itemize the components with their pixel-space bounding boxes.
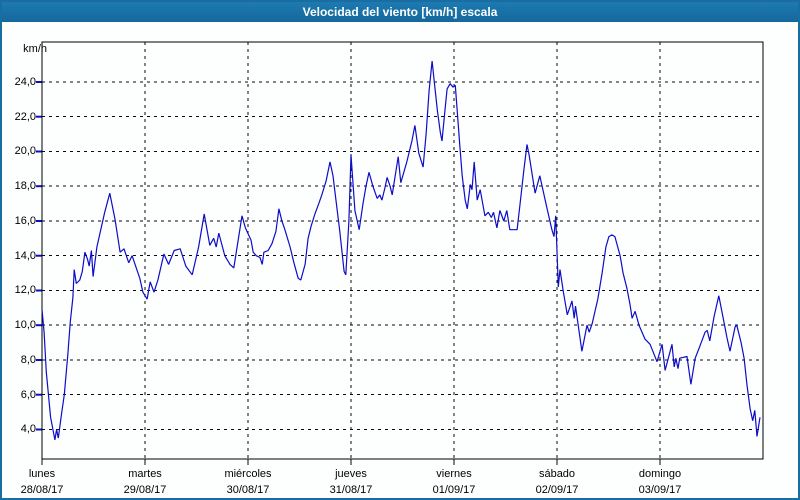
x-axis-date-label: 01/09/17 bbox=[432, 484, 476, 496]
y-axis-tick bbox=[36, 324, 42, 327]
y-axis-tick bbox=[36, 115, 42, 118]
plot-border bbox=[41, 41, 764, 460]
x-axis-day-label: sábado bbox=[538, 468, 576, 480]
x-axis-date-label: 02/09/17 bbox=[535, 484, 579, 496]
y-axis-unit-label: km/h bbox=[23, 43, 47, 55]
x-axis-day-label: viernes bbox=[436, 468, 472, 480]
y-axis-tick-label: 8,0 bbox=[20, 353, 36, 366]
y-axis-tick bbox=[36, 289, 42, 292]
y-axis-tick-label: 22,0 bbox=[14, 110, 36, 123]
y-axis-tick bbox=[36, 185, 42, 188]
y-axis-tick bbox=[36, 254, 42, 257]
x-axis-day-label: lunes bbox=[28, 468, 56, 480]
x-axis-day-label: martes bbox=[128, 468, 162, 480]
y-axis-tick-label: 18,0 bbox=[14, 180, 36, 193]
wind-speed-line bbox=[41, 61, 761, 441]
y-axis-tick-label: 24,0 bbox=[14, 75, 36, 88]
x-axis-day-label: domingo bbox=[638, 468, 682, 480]
y-axis-tick bbox=[36, 150, 42, 153]
x-axis-day-label: jueves bbox=[335, 468, 367, 480]
y-axis-tick-label: 14,0 bbox=[14, 249, 36, 262]
y-axis-tick-label: 20,0 bbox=[14, 145, 36, 158]
x-axis-date-label: 31/08/17 bbox=[329, 484, 373, 496]
x-axis-day-label: miércoles bbox=[224, 468, 272, 480]
x-axis-date-label: 03/09/17 bbox=[638, 484, 682, 496]
y-axis-tick-label: 16,0 bbox=[14, 214, 36, 227]
y-axis-tick bbox=[36, 220, 42, 222]
y-axis-tick bbox=[36, 393, 42, 396]
y-axis-tick-label: 12,0 bbox=[14, 284, 36, 297]
y-axis-tick bbox=[36, 81, 42, 83]
chart-title: Velocidad del viento [km/h] escala bbox=[302, 5, 498, 19]
y-axis-tick-label: 6,0 bbox=[20, 388, 36, 401]
chart-title-bar: Velocidad del viento [km/h] escala bbox=[2, 2, 798, 22]
x-axis-date-label: 29/08/17 bbox=[123, 484, 167, 496]
y-axis-tick bbox=[36, 359, 42, 361]
y-axis-tick-label: 4,0 bbox=[20, 423, 36, 436]
chart-area: km/h 24,0 22,0 20,0 18,0 16,0 14,0 12,0 10,0 8,0… bbox=[2, 22, 798, 498]
chart-plot-svg bbox=[36, 41, 764, 465]
x-axis-date-label: 28/08/17 bbox=[20, 484, 64, 496]
x-axis-date-label: 30/08/17 bbox=[226, 484, 270, 496]
y-axis-tick bbox=[36, 428, 42, 431]
y-axis-tick-label: 10,0 bbox=[14, 319, 36, 332]
